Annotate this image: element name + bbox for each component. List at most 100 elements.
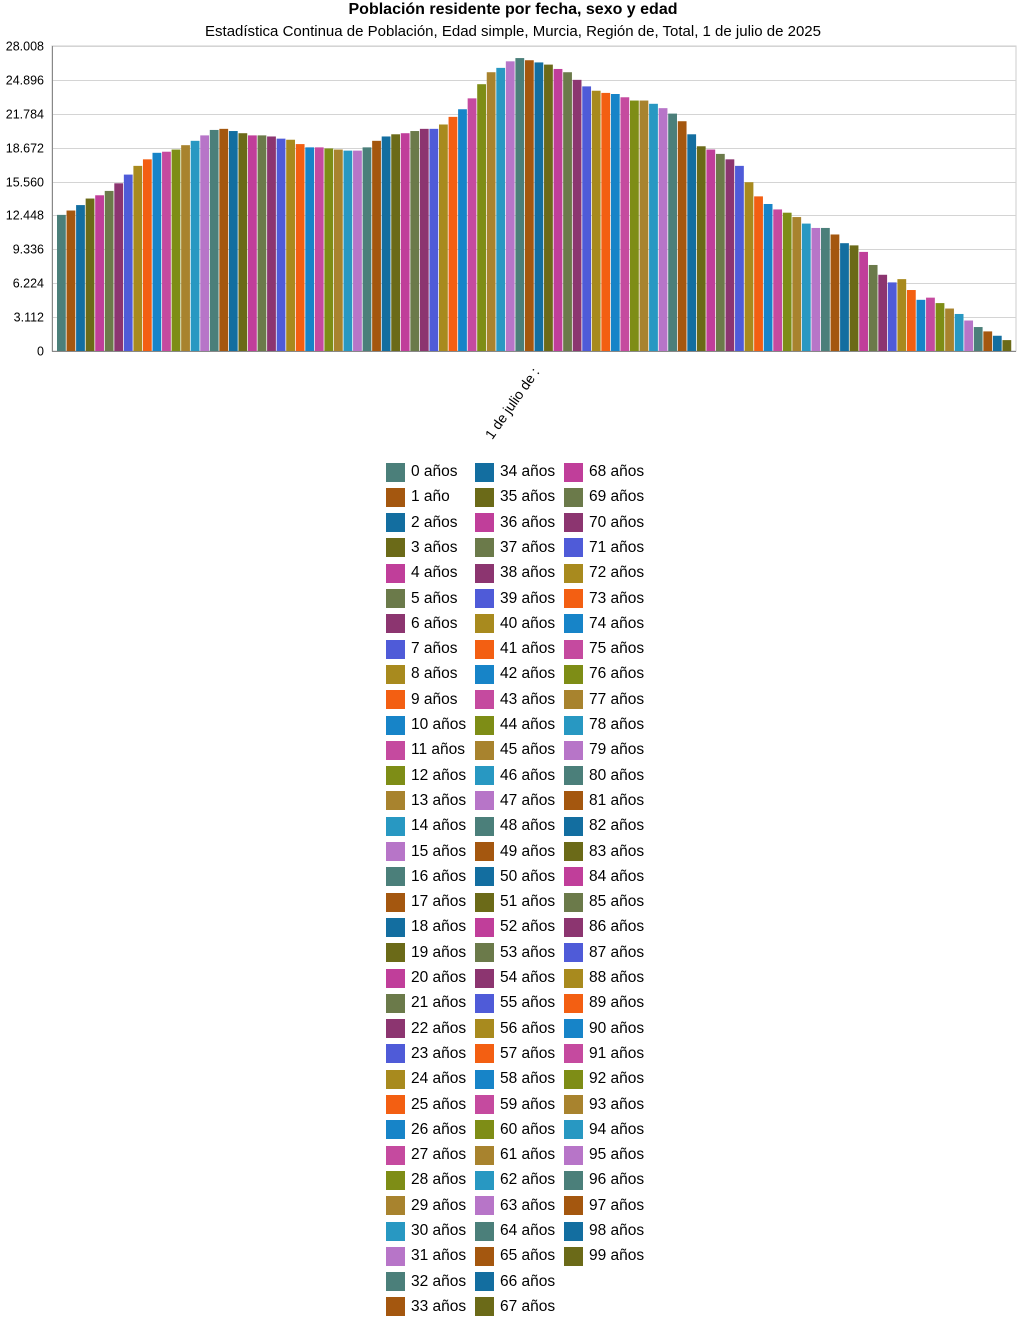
legend-item[interactable]: 18 años: [386, 917, 466, 937]
legend-item[interactable]: 47 años: [475, 791, 555, 811]
legend-item[interactable]: 38 años: [475, 563, 555, 583]
legend-item[interactable]: 76 años: [564, 664, 644, 684]
legend-item[interactable]: 62 años: [475, 1170, 555, 1190]
legend-item[interactable]: 28 años: [386, 1170, 466, 1190]
legend-item[interactable]: 49 años: [475, 842, 555, 862]
legend-item[interactable]: 7 años: [386, 639, 458, 659]
legend-item[interactable]: 74 años: [564, 614, 644, 634]
legend-item[interactable]: 53 años: [475, 943, 555, 963]
legend-item[interactable]: 25 años: [386, 1095, 466, 1115]
legend-item[interactable]: 26 años: [386, 1120, 466, 1140]
legend-item[interactable]: 11 años: [386, 740, 465, 760]
legend-item[interactable]: 19 años: [386, 943, 466, 963]
legend-item[interactable]: 82 años: [564, 816, 644, 836]
legend-item[interactable]: 54 años: [475, 968, 555, 988]
legend-item[interactable]: 69 años: [564, 487, 644, 507]
legend-item[interactable]: 88 años: [564, 968, 644, 988]
legend-item[interactable]: 12 años: [386, 766, 466, 786]
legend-item[interactable]: 15 años: [386, 842, 466, 862]
legend-item[interactable]: 63 años: [475, 1196, 555, 1216]
legend-item[interactable]: 73 años: [564, 589, 644, 609]
legend-item[interactable]: 60 años: [475, 1120, 555, 1140]
legend-item[interactable]: 80 años: [564, 766, 644, 786]
legend-item[interactable]: 55 años: [475, 993, 555, 1013]
legend-item[interactable]: 5 años: [386, 589, 458, 609]
legend-item[interactable]: 68 años: [564, 462, 644, 482]
legend-item[interactable]: 31 años: [386, 1246, 466, 1266]
legend-item[interactable]: 3 años: [386, 538, 458, 558]
legend-item[interactable]: 52 años: [475, 917, 555, 937]
legend-item[interactable]: 56 años: [475, 1019, 555, 1039]
legend-item[interactable]: 81 años: [564, 791, 644, 811]
legend-item[interactable]: 67 años: [475, 1297, 555, 1317]
legend-item[interactable]: 48 años: [475, 816, 555, 836]
legend-item[interactable]: 99 años: [564, 1246, 644, 1266]
legend-item[interactable]: 42 años: [475, 664, 555, 684]
legend-item[interactable]: 78 años: [564, 715, 644, 735]
legend-item[interactable]: 79 años: [564, 740, 644, 760]
legend-item[interactable]: 92 años: [564, 1069, 644, 1089]
legend-item[interactable]: 32 años: [386, 1272, 466, 1292]
legend-item[interactable]: 24 años: [386, 1069, 466, 1089]
legend-item[interactable]: 44 años: [475, 715, 555, 735]
legend-item[interactable]: 13 años: [386, 791, 466, 811]
legend-item[interactable]: 30 años: [386, 1221, 466, 1241]
legend-item[interactable]: 98 años: [564, 1221, 644, 1241]
legend-item[interactable]: 36 años: [475, 513, 555, 533]
legend-item[interactable]: 57 años: [475, 1044, 555, 1064]
legend-item[interactable]: 4 años: [386, 563, 458, 583]
legend-item[interactable]: 23 años: [386, 1044, 466, 1064]
legend-item[interactable]: 61 años: [475, 1145, 555, 1165]
legend-item[interactable]: 89 años: [564, 993, 644, 1013]
legend-item[interactable]: 59 años: [475, 1095, 555, 1115]
legend-item[interactable]: 58 años: [475, 1069, 555, 1089]
legend-item[interactable]: 2 años: [386, 513, 458, 533]
legend-item[interactable]: 1 año: [386, 487, 450, 507]
legend-item[interactable]: 40 años: [475, 614, 555, 634]
legend-item[interactable]: 33 años: [386, 1297, 466, 1317]
legend-item[interactable]: 9 años: [386, 690, 458, 710]
legend-item[interactable]: 90 años: [564, 1019, 644, 1039]
legend-item[interactable]: 85 años: [564, 892, 644, 912]
legend-item[interactable]: 65 años: [475, 1246, 555, 1266]
legend-item[interactable]: 66 años: [475, 1272, 555, 1292]
legend-item[interactable]: 27 años: [386, 1145, 466, 1165]
legend-item[interactable]: 6 años: [386, 614, 458, 634]
legend-item[interactable]: 8 años: [386, 664, 458, 684]
legend-item[interactable]: 34 años: [475, 462, 555, 482]
legend-item[interactable]: 43 años: [475, 690, 555, 710]
legend-item[interactable]: 51 años: [475, 892, 555, 912]
legend-item[interactable]: 91 años: [564, 1044, 644, 1064]
legend-item[interactable]: 83 años: [564, 842, 644, 862]
legend-item[interactable]: 96 años: [564, 1170, 644, 1190]
legend-item[interactable]: 97 años: [564, 1196, 644, 1216]
legend-item[interactable]: 93 años: [564, 1095, 644, 1115]
legend-item[interactable]: 17 años: [386, 892, 466, 912]
legend-item[interactable]: 86 años: [564, 917, 644, 937]
legend-item[interactable]: 84 años: [564, 867, 644, 887]
legend-item[interactable]: 22 años: [386, 1019, 466, 1039]
legend-item[interactable]: 37 años: [475, 538, 555, 558]
legend-item[interactable]: 41 años: [475, 639, 555, 659]
legend-item[interactable]: 64 años: [475, 1221, 555, 1241]
legend-item[interactable]: 95 años: [564, 1145, 644, 1165]
legend-item[interactable]: 94 años: [564, 1120, 644, 1140]
legend-item[interactable]: 87 años: [564, 943, 644, 963]
legend-item[interactable]: 70 años: [564, 513, 644, 533]
legend-item[interactable]: 0 años: [386, 462, 458, 482]
legend-item[interactable]: 21 años: [386, 993, 466, 1013]
legend-item[interactable]: 29 años: [386, 1196, 466, 1216]
legend-item[interactable]: 45 años: [475, 740, 555, 760]
legend-item[interactable]: 50 años: [475, 867, 555, 887]
legend-item[interactable]: 39 años: [475, 589, 555, 609]
legend-item[interactable]: 14 años: [386, 816, 466, 836]
legend-item[interactable]: 10 años: [386, 715, 466, 735]
legend-item[interactable]: 16 años: [386, 867, 466, 887]
legend-item[interactable]: 71 años: [564, 538, 644, 558]
legend-item[interactable]: 77 años: [564, 690, 644, 710]
legend-item[interactable]: 20 años: [386, 968, 466, 988]
legend-item[interactable]: 35 años: [475, 487, 555, 507]
legend-item[interactable]: 72 años: [564, 563, 644, 583]
legend-item[interactable]: 46 años: [475, 766, 555, 786]
legend-item[interactable]: 75 años: [564, 639, 644, 659]
